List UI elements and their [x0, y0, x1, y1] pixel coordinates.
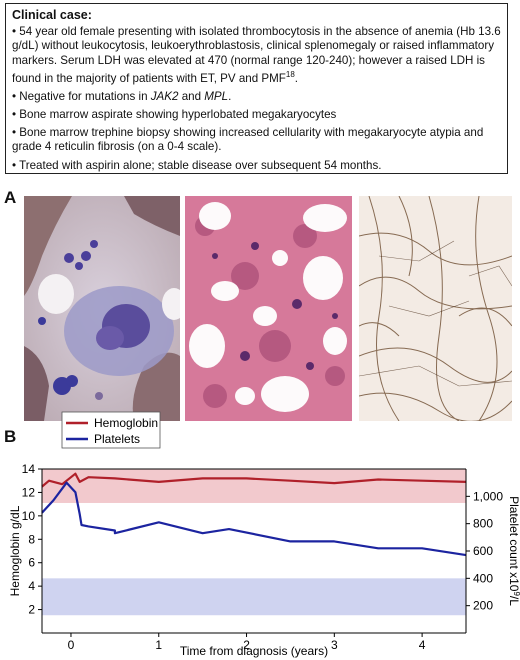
x-tick-label: 4 [419, 638, 426, 652]
case-bullet-treatment: • Treated with aspirin alone; stable dis… [12, 158, 382, 172]
legend-box [61, 411, 161, 449]
y-right-tick-label: 200 [473, 599, 493, 613]
micrograph-reticulin [359, 196, 512, 421]
citation-superscript: 18 [285, 69, 295, 79]
x-axis-label: Time from diagnosis (years) [180, 644, 328, 658]
y-left-tick-label: 2 [28, 603, 35, 617]
mutations-text: • Negative for mutations in [12, 89, 151, 103]
x-tick-label: 3 [331, 638, 338, 652]
case-bullet-trephine: • Bone marrow trephine biopsy showing in… [12, 126, 484, 154]
legend-label-hemoglobin: Hemoglobin [94, 416, 158, 430]
x-tick-label: 1 [155, 638, 162, 652]
clinical-case-box: Clinical case: • 54 year old female pres… [5, 3, 508, 174]
y-left-tick-label: 4 [28, 579, 35, 593]
hemoglobin-normal-band [42, 469, 466, 503]
case-title: Clinical case: [12, 8, 92, 22]
platelet-normal-band [42, 578, 466, 616]
case-bullet-presentation-end: . [294, 71, 299, 85]
y-left-tick-label: 12 [22, 485, 36, 499]
gene-mpl: MPL [204, 89, 229, 103]
y-right-tick-label: 800 [473, 517, 493, 531]
y-left-tick-label: 8 [28, 532, 35, 546]
mutations-end: . [228, 89, 232, 103]
micrograph-aspirate [24, 196, 180, 421]
y-left-tick-label: 6 [28, 556, 35, 570]
y-right-tick-label: 1,000 [473, 489, 503, 503]
y-left-tick-label: 14 [22, 462, 36, 476]
series-line-hemoglobin [41, 472, 467, 488]
y-right-tick-label: 600 [473, 544, 493, 558]
case-bullet-presentation: • 54 year old female presenting with iso… [12, 25, 501, 86]
panel-b-label: B [4, 427, 17, 446]
y-left-tick-label: 10 [22, 509, 36, 523]
x-tick-label: 2 [243, 638, 250, 652]
series-line-platelets [41, 481, 467, 557]
y-axis-right-label-exp: 9 [513, 591, 520, 596]
gene-jak2: JAK2 [150, 89, 179, 103]
legend-label-platelets: Platelets [94, 432, 140, 446]
case-bullet-aspirate: • Bone marrow aspirate showing hyperloba… [12, 108, 337, 122]
x-tick-label: 0 [68, 638, 75, 652]
y-axis-right-label: Platelet count x109/L [507, 496, 520, 606]
y-axis-left-label: Hemoglobin g/dL [8, 505, 22, 596]
case-bullet-mutations: • Negative for mutations in JAK2 and MPL… [12, 90, 501, 104]
y-right-tick-label: 400 [473, 571, 493, 585]
y-axis-right-label-a: Platelet count x10 [507, 496, 520, 592]
y-axis-right-label-b: /L [507, 596, 520, 606]
case-bullet-presentation-text: • 54 year old female presenting with iso… [12, 25, 501, 85]
panel-a-label: A [4, 188, 17, 207]
micrograph-trephine-he [185, 196, 352, 421]
mutations-mid: and [178, 89, 205, 103]
